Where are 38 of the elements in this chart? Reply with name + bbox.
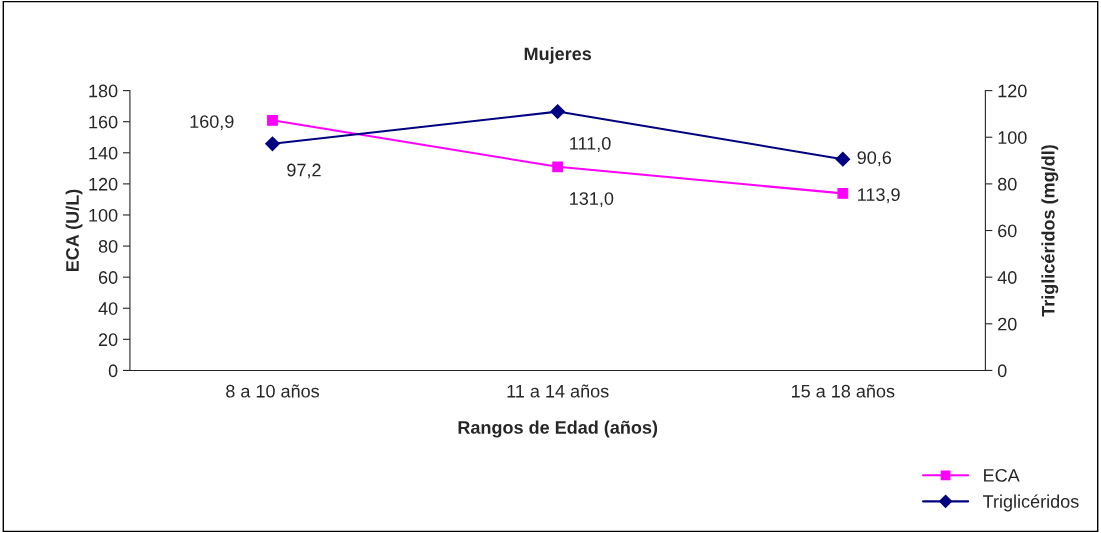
data-label: 113,9 — [858, 188, 900, 204]
y2-axis-title: Triglicéridos (mg/dl) — [1041, 145, 1059, 317]
y-tick-label: 20 — [98, 333, 118, 347]
y2-tick-label: 40 — [997, 271, 1017, 284]
y-tick-label: 0 — [108, 364, 118, 378]
data-label: 160,9 — [190, 115, 234, 131]
y2-tick-label: 120 — [998, 84, 1027, 98]
y-tick-label: 120 — [89, 177, 118, 191]
data-label: 131,0 — [570, 192, 614, 208]
y-tick-label: 40 — [98, 302, 118, 315]
y2-tick-label: 100 — [998, 131, 1027, 144]
point — [550, 104, 566, 119]
point — [552, 161, 564, 173]
data-label: 97,2 — [287, 163, 321, 179]
x-tick-label: 15 a 18 años — [791, 384, 895, 398]
y2-tick-label: 80 — [997, 177, 1017, 191]
y-tick-label: 180 — [89, 84, 118, 98]
chart-title: Mujeres — [524, 46, 592, 64]
point — [267, 114, 278, 126]
data-label: 90,6 — [857, 151, 892, 167]
point — [837, 187, 849, 199]
y-tick-label: 100 — [89, 208, 118, 222]
point — [265, 136, 280, 152]
legend-label: ECA — [984, 469, 1020, 482]
y-tick-label: 60 — [98, 271, 118, 284]
y2-tick-label: 60 — [998, 224, 1017, 238]
y2-tick-label: 20 — [998, 317, 1017, 331]
x-axis-title: Rangos de Edad (años) — [458, 420, 658, 438]
y-axis-title: ECA (U/L) — [65, 189, 83, 272]
y-tick-label: 160 — [89, 115, 118, 129]
y-tick-label: 80 — [98, 240, 118, 253]
y-tick-label: 140 — [89, 146, 118, 160]
data-label: 111,0 — [570, 136, 611, 152]
x-tick-label: 11 a 14 años — [507, 384, 609, 398]
y2-tick-label: 0 — [997, 364, 1007, 378]
point — [835, 151, 851, 167]
legend-label: Triglicéridos — [983, 494, 1079, 512]
x-tick-label: 8 a 10 años — [226, 384, 320, 398]
